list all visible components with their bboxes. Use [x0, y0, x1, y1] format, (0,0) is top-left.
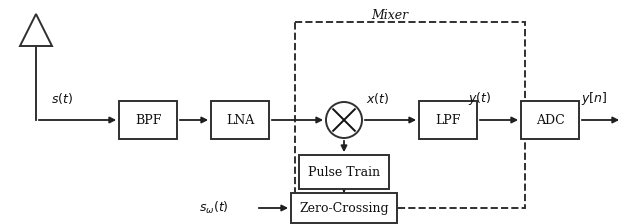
Bar — [299, 155, 389, 189]
Text: $y[n]$: $y[n]$ — [581, 90, 607, 106]
Text: $x(t)$: $x(t)$ — [366, 90, 390, 106]
Text: Pulse Train: Pulse Train — [308, 166, 380, 179]
Text: Zero-Crossing: Zero-Crossing — [299, 202, 389, 215]
Text: Mixer: Mixer — [371, 9, 408, 22]
Text: $y(t)$: $y(t)$ — [468, 90, 492, 106]
Text: $s(t)$: $s(t)$ — [51, 90, 73, 106]
Circle shape — [326, 102, 362, 138]
Text: LPF: LPF — [435, 114, 461, 127]
Bar — [291, 193, 397, 223]
Text: BPF: BPF — [135, 114, 161, 127]
Text: $s_{\omega}(t)$: $s_{\omega}(t)$ — [199, 200, 229, 216]
Bar — [419, 101, 477, 139]
Text: ADC: ADC — [536, 114, 564, 127]
Bar — [211, 101, 269, 139]
Text: LNA: LNA — [226, 114, 254, 127]
Bar — [521, 101, 579, 139]
Bar — [295, 22, 525, 208]
Bar — [119, 101, 177, 139]
